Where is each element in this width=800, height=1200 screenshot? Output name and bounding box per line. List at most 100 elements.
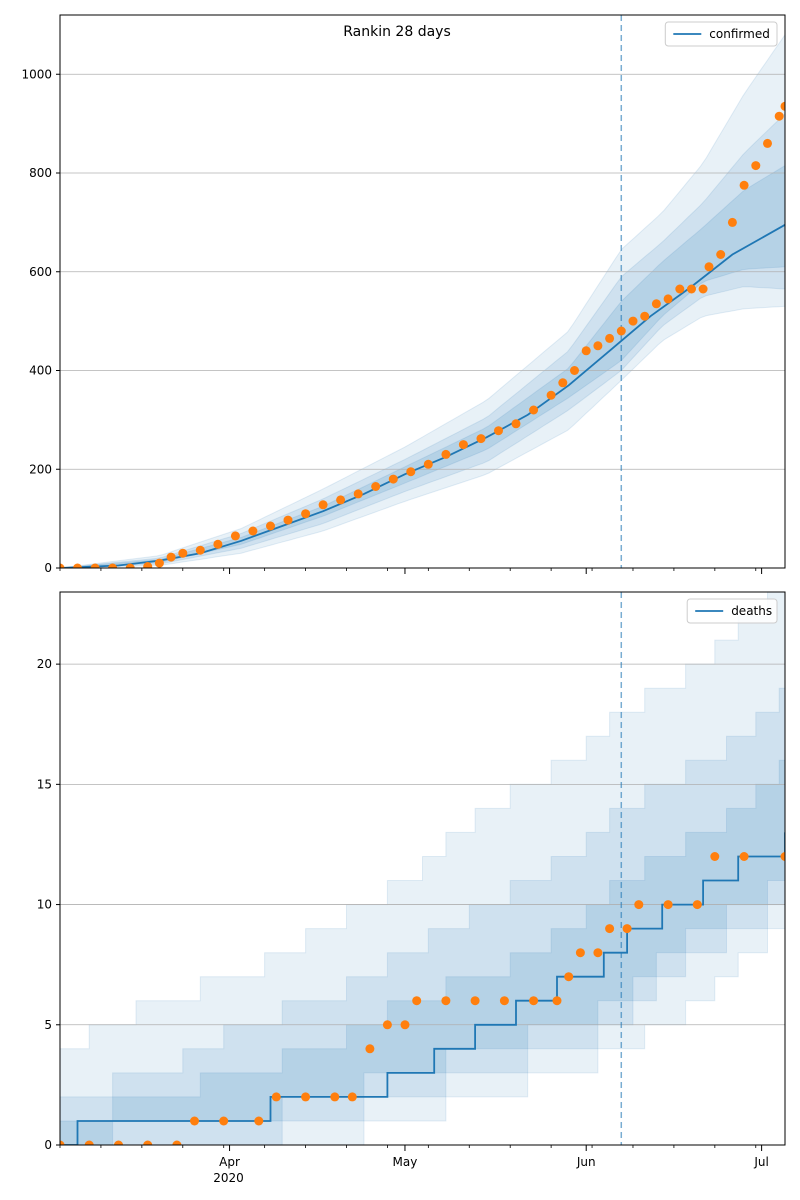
data-point [143, 562, 153, 568]
data-point [564, 972, 574, 982]
y-tick-label: 0 [44, 1138, 52, 1152]
y-tick-label: 800 [29, 166, 52, 180]
data-point [60, 563, 65, 568]
deaths-axes: 0 5 10 15 20 Apr 2020 May Jun Jul [37, 591, 786, 1185]
data-point [190, 1116, 199, 1126]
plot-frame [59, 14, 786, 569]
y-tick-label: 20 [37, 657, 52, 671]
legend-label: deaths [731, 604, 772, 618]
data-point [406, 467, 416, 477]
data-point [230, 531, 240, 541]
x-tick-label: May [393, 1155, 418, 1169]
chart-title: Rankin 28 days [343, 24, 451, 40]
data-point [213, 539, 223, 549]
data-point [511, 419, 521, 429]
deaths-legend: deaths [686, 598, 778, 624]
confirmed-legend: confirmed [664, 21, 778, 47]
data-point [751, 161, 761, 171]
data-point [640, 311, 650, 321]
legend-box [664, 21, 778, 47]
confirmed-axes: 0 200 400 600 800 1000 [21, 14, 786, 575]
deaths-observed-points [60, 852, 785, 1145]
data-point [248, 526, 258, 536]
y-tick-label: 15 [37, 777, 52, 791]
data-point [353, 489, 363, 499]
data-point [73, 563, 82, 568]
data-point [546, 390, 556, 400]
data-point [499, 996, 509, 1006]
data-point [347, 1092, 357, 1102]
data-point [84, 1140, 94, 1145]
data-point [388, 474, 398, 484]
x-tick-sublabel: 2020 [213, 1171, 244, 1185]
band-outer [60, 33, 785, 568]
confirmed-observed-points [60, 101, 785, 568]
deaths-panel: 0 5 10 15 20 Apr 2020 May Jun Jul deaths [37, 591, 786, 1185]
data-point [494, 426, 503, 436]
data-point [336, 495, 346, 505]
y-tick-label: 5 [44, 1018, 52, 1032]
data-point [622, 924, 632, 934]
data-point [166, 552, 176, 562]
data-point [254, 1116, 264, 1126]
data-point [774, 111, 784, 121]
x-tick-label: Apr [219, 1155, 240, 1169]
data-point [780, 101, 785, 111]
data-point [780, 852, 785, 861]
data-point [195, 545, 205, 555]
data-point [441, 996, 451, 1006]
data-point [318, 500, 328, 510]
data-point [634, 900, 644, 910]
data-point [710, 852, 720, 861]
data-point [616, 326, 626, 336]
y-tick-label: 0 [44, 561, 52, 575]
data-point [593, 341, 603, 351]
data-point [470, 996, 480, 1006]
y-tick-label: 10 [37, 898, 52, 912]
data-point [371, 482, 381, 491]
data-point [441, 449, 451, 459]
data-point [266, 521, 275, 531]
data-point [558, 378, 568, 388]
data-point [739, 852, 749, 861]
legend-label: confirmed [709, 27, 770, 41]
data-point [739, 180, 749, 190]
data-point [382, 1020, 392, 1030]
plot-frame [59, 591, 786, 1146]
y-tick-label: 600 [29, 265, 52, 279]
data-point [575, 948, 585, 958]
data-point [108, 563, 118, 568]
data-point [172, 1140, 182, 1145]
data-point [675, 284, 685, 294]
deaths-fit-lines [60, 832, 785, 1145]
data-point [412, 996, 422, 1006]
confirmed-gridlines [60, 73, 785, 470]
data-point [581, 346, 591, 356]
data-point [692, 900, 702, 910]
y-tick-label: 200 [29, 462, 52, 476]
data-point [663, 294, 673, 304]
series-line-deaths [60, 832, 785, 1145]
y-tick-label: 400 [29, 364, 52, 378]
y-tick-label: 1000 [21, 67, 52, 81]
data-point [365, 1044, 375, 1054]
data-point [178, 548, 188, 558]
data-point [271, 1092, 281, 1102]
data-point [593, 948, 603, 958]
data-point [476, 434, 486, 444]
data-point [283, 515, 293, 525]
data-point [628, 316, 638, 326]
data-point [330, 1092, 340, 1102]
data-point [301, 1092, 311, 1102]
data-point [552, 996, 562, 1006]
data-point [125, 563, 135, 568]
legend-box [686, 598, 778, 624]
x-tick-label: Jul [753, 1155, 768, 1169]
data-point [727, 217, 737, 227]
confirmed-uncertainty-bands [60, 33, 785, 568]
data-point [154, 558, 164, 568]
data-point [529, 405, 539, 415]
data-point [529, 996, 539, 1006]
data-point [605, 924, 615, 934]
